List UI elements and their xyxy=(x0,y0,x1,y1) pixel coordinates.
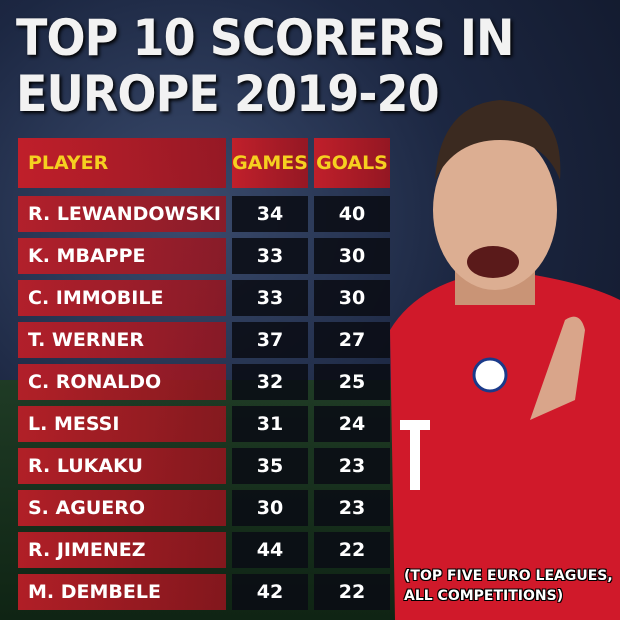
player-cell: C. IMMOBILE xyxy=(18,280,226,316)
title-line: TOP 10 SCORERS IN xyxy=(16,9,515,67)
number-cell: 35 xyxy=(232,448,308,484)
table: PLAYER GAMES GOALS R. LEWANDOWSKI 34 40 K. MBA… xyxy=(18,138,390,616)
table-row: L. MESSI 31 24 xyxy=(18,406,390,442)
mouth xyxy=(467,246,519,278)
number-cell: 22 xyxy=(314,574,390,610)
badge xyxy=(472,357,508,393)
player-cell: S. AGUERO xyxy=(18,490,226,526)
table-row: T. WERNER 37 27 xyxy=(18,322,390,358)
sponsor-logo xyxy=(400,420,430,490)
player-cell: R. LUKAKU xyxy=(18,448,226,484)
number-cell: 34 xyxy=(232,196,308,232)
number-cell: 30 xyxy=(314,280,390,316)
hair xyxy=(435,100,561,180)
header-cell: GAMES xyxy=(232,138,308,188)
number-cell: 40 xyxy=(314,196,390,232)
number-cell: 22 xyxy=(314,532,390,568)
number-cell: 42 xyxy=(232,574,308,610)
number-cell: 25 xyxy=(314,364,390,400)
title-line: EUROPE 2019-20 xyxy=(16,65,440,123)
number-cell: 23 xyxy=(314,490,390,526)
player-cell: R. LEWANDOWSKI xyxy=(18,196,226,232)
header-cell: PLAYER xyxy=(18,138,226,188)
footnote-line: ALL COMPETITIONS) xyxy=(404,588,564,604)
table-row: S. AGUERO 30 23 xyxy=(18,490,390,526)
number-cell: 24 xyxy=(314,406,390,442)
table-row: R. LUKAKU 35 23 xyxy=(18,448,390,484)
header-row: PLAYER GAMES GOALS xyxy=(18,138,390,188)
number-cell: 30 xyxy=(232,490,308,526)
number-cell: 31 xyxy=(232,406,308,442)
table-row: C. RONALDO 32 25 xyxy=(18,364,390,400)
table-row: R. LEWANDOWSKI 34 40 xyxy=(18,196,390,232)
table-row: R. JIMENEZ 44 22 xyxy=(18,532,390,568)
player-cell: R. JIMENEZ xyxy=(18,532,226,568)
title: TOP 10 SCORERS IN EUROPE 2019-20 xyxy=(16,9,515,123)
table-row: C. IMMOBILE 33 30 xyxy=(18,280,390,316)
player-cell: T. WERNER xyxy=(18,322,226,358)
player-cell: K. MBAPPE xyxy=(18,238,226,274)
number-cell: 23 xyxy=(314,448,390,484)
header-cell: GOALS xyxy=(314,138,390,188)
number-cell: 30 xyxy=(314,238,390,274)
number-cell: 33 xyxy=(232,280,308,316)
number-cell: 44 xyxy=(232,532,308,568)
player-cell: L. MESSI xyxy=(18,406,226,442)
number-cell: 33 xyxy=(232,238,308,274)
footnote-line: (TOP FIVE EURO LEAGUES, xyxy=(404,568,613,584)
player-cell: M. DEMBELE xyxy=(18,574,226,610)
head xyxy=(433,130,557,290)
hand xyxy=(530,316,585,420)
player-cell: C. RONALDO xyxy=(18,364,226,400)
number-cell: 32 xyxy=(232,364,308,400)
footnote: (TOP FIVE EURO LEAGUES, ALL COMPETITIONS) xyxy=(404,566,613,606)
number-cell: 27 xyxy=(314,322,390,358)
table-row: M. DEMBELE 42 22 xyxy=(18,574,390,610)
number-cell: 37 xyxy=(232,322,308,358)
table-row: K. MBAPPE 33 30 xyxy=(18,238,390,274)
